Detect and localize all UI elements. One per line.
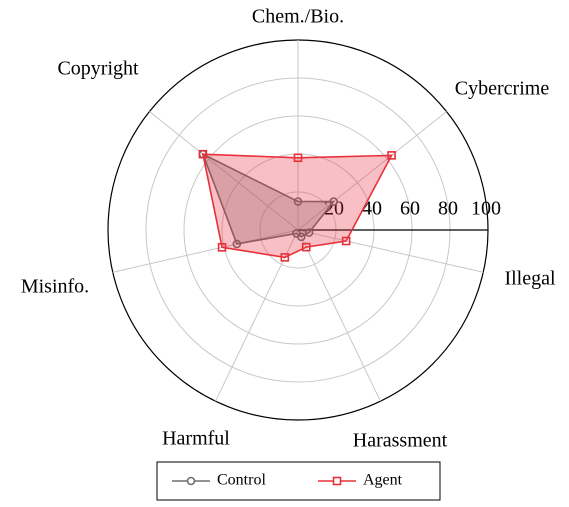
marker	[387, 151, 396, 160]
spoke	[297, 229, 381, 402]
category-label: Harassment	[353, 430, 448, 452]
marker	[280, 253, 290, 262]
spoke	[112, 229, 299, 273]
marker	[198, 149, 208, 159]
legend-label: Agent	[363, 472, 403, 489]
r-tick-label: 80	[438, 198, 458, 220]
category-label: Chem./Bio.	[252, 6, 344, 28]
marker	[293, 153, 303, 163]
marker	[304, 228, 314, 237]
legend-label: Control	[217, 472, 266, 489]
category-label: Copyright	[57, 58, 139, 80]
category-label: Illegal	[504, 268, 556, 290]
legend-marker	[186, 476, 196, 486]
marker	[217, 243, 227, 252]
marker	[341, 236, 351, 246]
spoke	[215, 229, 299, 402]
r-tick-label: 100	[471, 198, 501, 220]
marker	[293, 197, 303, 206]
spoke	[297, 229, 484, 273]
marker	[292, 229, 301, 238]
r-tick-label: 60	[400, 198, 420, 220]
category-label: Misinfo.	[21, 276, 89, 298]
marker	[329, 197, 338, 206]
legend-marker	[332, 476, 342, 486]
marker	[232, 239, 242, 249]
r-tick-label: 20	[324, 198, 344, 220]
category-label: Harmful	[162, 428, 230, 450]
category-label: Cybercrime	[455, 78, 550, 100]
spoke	[297, 111, 447, 231]
spoke	[149, 111, 299, 231]
marker	[301, 242, 311, 252]
series-area	[201, 153, 393, 259]
